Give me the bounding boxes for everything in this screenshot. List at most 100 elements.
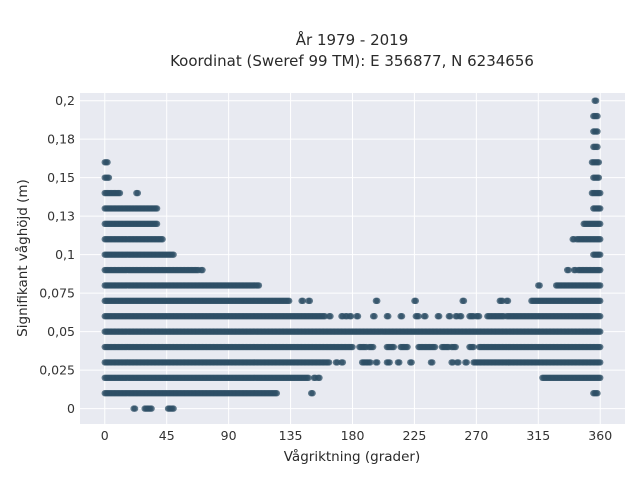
data-point — [285, 297, 293, 305]
data-point — [374, 297, 381, 305]
chart-title-line-1: År 1979 - 2019 — [296, 30, 409, 49]
data-point — [116, 189, 124, 197]
data-point — [447, 313, 454, 320]
data-point — [316, 374, 323, 382]
data-point — [536, 282, 543, 289]
x-axis-ticks: 0 45 90 135 180 225 270 315 360 — [101, 428, 612, 443]
data-point — [199, 266, 206, 274]
data-point — [412, 297, 420, 305]
data-point — [594, 390, 601, 397]
data-point — [309, 390, 316, 397]
data-point — [415, 313, 422, 320]
data-point — [404, 343, 411, 351]
data-point — [463, 359, 470, 366]
data-point — [385, 313, 392, 320]
data-point — [597, 251, 604, 258]
data-point — [595, 174, 603, 181]
x-tick-label: 360 — [588, 428, 612, 443]
data-point — [422, 313, 429, 320]
data-point — [452, 343, 459, 351]
x-tick-label: 315 — [526, 428, 550, 443]
data-point — [306, 297, 314, 305]
data-point — [347, 313, 355, 320]
data-point — [153, 220, 161, 228]
data-point — [429, 359, 436, 366]
data-point — [431, 343, 439, 351]
x-tick-label: 45 — [159, 428, 175, 443]
data-point — [592, 97, 600, 104]
data-point — [594, 128, 601, 135]
data-point — [595, 159, 603, 166]
y-axis-label: Signifikant våghöjd (m) — [14, 179, 31, 337]
x-axis-label: Vågriktning (grader) — [284, 448, 421, 465]
data-point — [134, 189, 141, 197]
chart-title-line-2: Koordinat (Sweref 99 TM): E 356877, N 62… — [170, 52, 534, 70]
data-point — [386, 359, 393, 366]
data-point — [597, 297, 604, 305]
x-tick-label: 180 — [341, 428, 365, 443]
y-tick-label: 0,05 — [47, 324, 75, 339]
y-tick-label: 0,15 — [47, 170, 75, 185]
x-tick-label: 270 — [464, 428, 488, 443]
data-point — [374, 359, 381, 366]
y-tick-label: 0,13 — [47, 209, 75, 224]
data-point — [470, 343, 477, 351]
data-point — [396, 359, 403, 366]
data-point — [504, 297, 512, 305]
data-point — [455, 359, 462, 366]
data-points — [101, 97, 604, 412]
data-point — [594, 143, 601, 151]
data-point — [349, 343, 356, 351]
data-point — [105, 174, 113, 181]
data-point — [565, 266, 572, 274]
data-point — [475, 313, 483, 320]
data-point — [159, 236, 166, 243]
data-point — [339, 359, 347, 366]
data-point — [255, 282, 263, 289]
data-point — [597, 374, 604, 382]
y-tick-label: 0,075 — [39, 286, 75, 301]
data-point — [148, 405, 155, 412]
data-point — [398, 313, 406, 320]
x-tick-label: 0 — [101, 428, 109, 443]
data-point — [597, 266, 604, 274]
data-point — [131, 405, 139, 412]
data-point — [597, 343, 604, 351]
data-point — [458, 313, 465, 320]
x-tick-label: 225 — [403, 428, 427, 443]
data-point — [305, 374, 312, 382]
data-point — [104, 159, 111, 166]
data-point — [299, 297, 307, 305]
data-point — [594, 112, 601, 120]
y-tick-label: 0,1 — [55, 247, 75, 262]
data-point — [325, 359, 333, 366]
data-point — [354, 313, 362, 320]
data-point — [597, 205, 604, 212]
data-point — [273, 390, 281, 397]
data-point — [436, 313, 443, 320]
data-point — [597, 359, 604, 366]
x-tick-label: 90 — [221, 428, 237, 443]
y-tick-label: 0 — [67, 401, 75, 416]
data-point — [153, 205, 161, 212]
data-point — [367, 359, 374, 366]
data-point — [597, 189, 604, 197]
data-point — [327, 313, 334, 320]
data-point — [408, 359, 415, 366]
y-tick-label: 0,2 — [55, 93, 75, 108]
data-point — [597, 313, 604, 320]
data-point — [597, 328, 604, 335]
data-point — [170, 251, 177, 258]
data-point — [369, 343, 377, 351]
data-point — [371, 313, 378, 320]
data-point — [597, 236, 604, 243]
data-point — [597, 220, 604, 228]
y-tick-label: 0,18 — [47, 132, 75, 147]
data-point — [597, 282, 604, 289]
y-tick-label: 0,025 — [39, 363, 75, 378]
data-point — [170, 405, 177, 412]
x-tick-label: 135 — [279, 428, 303, 443]
y-axis-ticks: 0 0,025 0,05 0,075 0,1 0,13 0,15 0,18 0,2 — [39, 93, 75, 416]
data-point — [390, 343, 397, 351]
